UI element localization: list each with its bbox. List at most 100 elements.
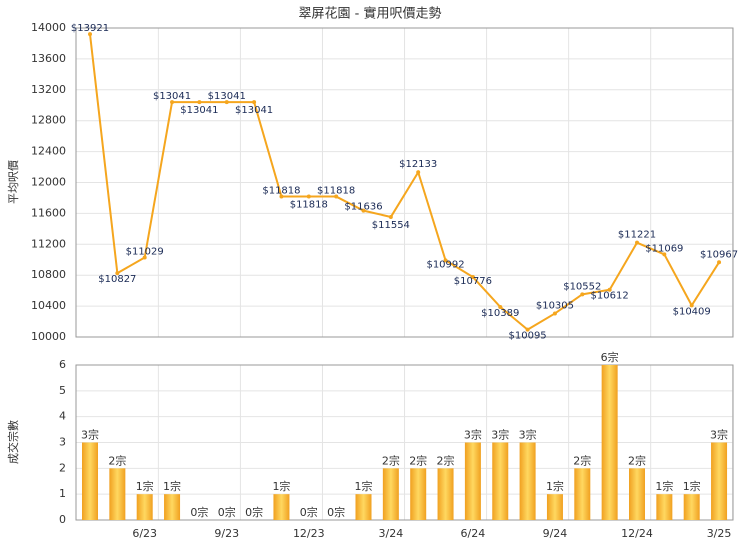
data-label: 2宗 — [573, 453, 591, 467]
data-label: 3宗 — [464, 428, 482, 442]
bar — [629, 468, 645, 520]
bar — [574, 468, 591, 520]
data-label: 2宗 — [108, 453, 126, 467]
point — [607, 287, 612, 292]
y-tick-label: 13600 — [31, 52, 66, 65]
point — [416, 170, 421, 175]
data-label: $11818 — [290, 200, 328, 211]
bar — [109, 468, 126, 520]
bar — [683, 494, 700, 520]
data-label: $13921 — [71, 23, 109, 34]
y-tick-label: 3 — [59, 436, 66, 449]
x-tick-label: 6/23 — [132, 527, 157, 540]
y-tick-label: 11600 — [31, 206, 66, 219]
plot-border — [75, 27, 734, 338]
x-tick-label: 6/24 — [461, 527, 486, 540]
point — [88, 32, 92, 37]
data-label: 1宗 — [163, 479, 181, 493]
x-tick-label: 12/23 — [293, 527, 325, 540]
bar — [711, 442, 728, 520]
data-label: $10389 — [481, 308, 519, 319]
point — [279, 194, 284, 199]
point — [306, 194, 311, 199]
x-tick-label: 12/24 — [621, 527, 653, 540]
y-tick-label: 13200 — [31, 83, 66, 96]
data-label: $10967 — [700, 249, 738, 260]
bar — [164, 494, 181, 520]
y-tick-label: 6 — [59, 358, 66, 371]
point — [142, 255, 147, 260]
x-tick-label: 3/24 — [378, 527, 403, 540]
data-label: 1宗 — [683, 479, 701, 493]
data-label: 2宗 — [382, 453, 400, 467]
x-tick-label: 9/24 — [543, 527, 568, 540]
y-tick-label: 14000 — [31, 21, 66, 34]
data-label: 6宗 — [601, 350, 619, 364]
data-label: 0宗 — [245, 505, 263, 519]
data-label: 2宗 — [409, 453, 427, 467]
point — [443, 258, 448, 263]
data-label: $10992 — [426, 259, 464, 270]
bar — [82, 442, 98, 520]
bar — [464, 442, 481, 520]
bar — [382, 468, 399, 520]
point — [635, 240, 639, 245]
data-label: $13041 — [180, 105, 218, 116]
y-axis-title: 平均呎價 — [6, 160, 20, 204]
point — [115, 271, 120, 276]
data-label: 3宗 — [81, 428, 99, 442]
point — [252, 100, 257, 105]
bar — [656, 494, 673, 520]
y-tick-label: 0 — [59, 513, 66, 526]
bar — [136, 494, 153, 520]
y-axis-title: 成交宗數 — [6, 420, 20, 464]
point — [689, 303, 694, 308]
point — [525, 327, 530, 332]
y-tick-label: 4 — [59, 410, 66, 423]
point — [334, 194, 339, 199]
bar — [492, 442, 509, 520]
data-label: $11029 — [126, 247, 164, 258]
data-label: $13041 — [235, 105, 273, 116]
y-tick-label: 10400 — [31, 299, 66, 312]
y-tick-label: 5 — [59, 384, 66, 397]
y-tick-label: 12400 — [31, 145, 66, 158]
point — [470, 275, 475, 280]
data-label: 1宗 — [136, 479, 154, 493]
data-label: 2宗 — [628, 453, 646, 467]
point — [170, 100, 175, 105]
y-tick-label: 10000 — [31, 330, 66, 343]
data-label: 1宗 — [655, 479, 673, 493]
bar — [273, 494, 290, 520]
data-label: 1宗 — [272, 479, 290, 493]
bar — [437, 468, 454, 520]
data-label: 3宗 — [519, 428, 537, 442]
bar — [546, 494, 563, 520]
data-label: $10612 — [591, 291, 629, 302]
point — [552, 311, 557, 316]
data-label: $12133 — [399, 159, 437, 170]
data-label: $13041 — [208, 91, 246, 102]
data-label: $10776 — [454, 276, 492, 287]
line — [89, 33, 720, 331]
point — [361, 208, 366, 213]
point — [717, 260, 722, 265]
x-tick-label: 3/25 — [707, 527, 732, 540]
y-tick-label: 11200 — [31, 237, 66, 250]
data-label: $10409 — [673, 306, 711, 317]
data-label: 0宗 — [300, 505, 318, 519]
point — [498, 304, 503, 309]
bar — [410, 468, 427, 520]
data-label: $11554 — [372, 220, 410, 231]
point — [662, 252, 667, 257]
point — [224, 100, 229, 105]
data-label: $11818 — [262, 186, 300, 197]
data-label: $13041 — [153, 91, 191, 102]
point — [580, 292, 585, 297]
data-label: $10552 — [563, 281, 601, 292]
chart-title: 翠屏花園 - 實用呎價走勢 — [299, 6, 442, 22]
data-label: 1宗 — [355, 479, 373, 493]
data-label: $10095 — [509, 331, 547, 342]
data-label: 3宗 — [710, 428, 728, 442]
